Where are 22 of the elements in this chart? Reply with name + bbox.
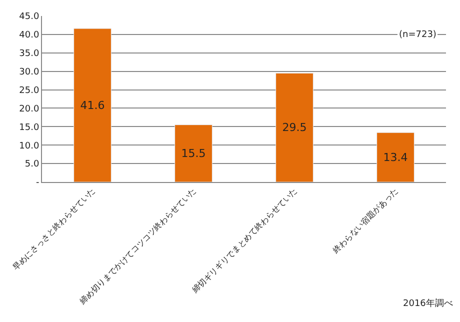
y-tick-label: 45.0: [19, 12, 40, 22]
y-tick-label: 5.0: [24, 160, 40, 170]
data-label: 41.6: [80, 98, 105, 112]
text: 2016年調べ: [403, 298, 453, 309]
y-tick-label: 25.0: [19, 86, 40, 96]
y-tick-label: -: [36, 178, 40, 188]
y-tick-label: 35.0: [19, 49, 40, 60]
data-label: 29.5: [282, 121, 307, 134]
data-label: 15.5: [181, 146, 206, 160]
bar: [276, 72, 314, 182]
y-tick-label: 20.0: [19, 104, 40, 114]
bar: [174, 124, 212, 182]
y-tick-label: 15.0: [19, 122, 40, 133]
y-tick-label: 30.0: [19, 67, 40, 78]
x-tick-label: 早めにさっさと終わらせていた: [11, 186, 97, 272]
y-tick-label: 10.0: [19, 141, 40, 152]
data-label: 13.4: [383, 150, 408, 164]
annotation: (n=723): [399, 30, 436, 40]
bar: [74, 28, 112, 182]
x-tick-label: 終わらない宿題があった: [330, 186, 400, 256]
y-tick-label: 40.0: [19, 30, 40, 41]
bar: [376, 132, 414, 182]
